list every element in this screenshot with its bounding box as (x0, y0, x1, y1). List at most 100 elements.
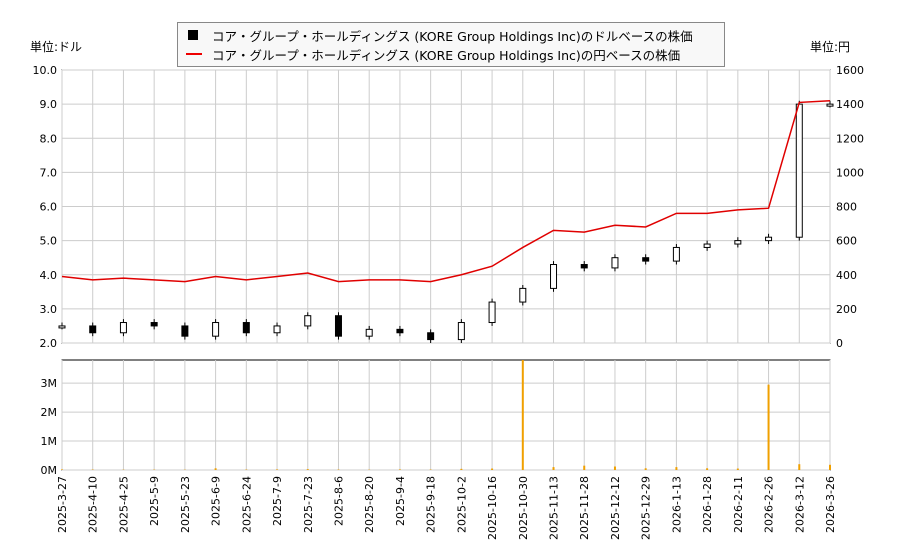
legend: コア・グループ・ホールディングス (KORE Group Holdings In… (177, 22, 725, 67)
volume-bar (767, 384, 770, 470)
volume-tick-label: 3M (41, 377, 58, 390)
jpy-tick-label: 0 (836, 337, 843, 350)
x-tick-label: 2026-2-26 (763, 476, 776, 533)
legend-swatch-usd (188, 30, 198, 40)
x-tick-label: 2025-6-24 (240, 476, 253, 533)
usd-tick-label: 6.0 (40, 201, 58, 214)
x-tick-label: 2026-3-12 (793, 476, 806, 533)
candle-body (427, 332, 435, 341)
volume-tick-label: 1M (41, 435, 58, 448)
candle-body (795, 103, 803, 238)
candle-body (273, 325, 281, 334)
volume-bar (276, 469, 279, 470)
volume-tick-label: 0M (41, 464, 58, 477)
x-tick-label: 2025-10-2 (455, 476, 468, 533)
usd-tick-label: 7.0 (40, 166, 58, 179)
candle-body (488, 301, 496, 324)
candle-body (58, 325, 66, 329)
candle-body (396, 328, 404, 334)
jpy-tick-label: 1400 (836, 98, 864, 111)
candle-body (550, 264, 558, 289)
x-tick-label: 2025-7-9 (271, 476, 284, 526)
volume-bar (706, 468, 709, 470)
volume-bar (829, 464, 831, 470)
volume-bar (398, 469, 401, 470)
volume-tick-label: 2M (41, 406, 58, 419)
candle-body (826, 103, 834, 107)
jpy-tick-label: 1000 (836, 166, 864, 179)
usd-tick-label: 9.0 (40, 98, 58, 111)
right-axis-unit: 単位:円 (810, 40, 851, 54)
volume-bar (736, 468, 739, 470)
volume-bar (552, 467, 555, 470)
usd-tick-label: 2.0 (40, 337, 58, 350)
x-tick-label: 2025-4-25 (117, 476, 130, 533)
candle-body (611, 257, 619, 269)
candle-body (150, 322, 158, 327)
legend-label-usd: コア・グループ・ホールディングス (KORE Group Holdings In… (212, 28, 693, 44)
x-tick-label: 2025-8-20 (363, 476, 376, 533)
volume-bar (644, 468, 647, 470)
candle-body (672, 246, 680, 262)
x-tick-label: 2026-3-26 (824, 476, 837, 533)
candle-body (304, 315, 312, 327)
legend-item-jpy: コア・グループ・ホールディングス (KORE Group Holdings In… (186, 45, 680, 63)
usd-tick-label: 10.0 (33, 64, 58, 77)
usd-tick-label: 4.0 (40, 269, 58, 282)
legend-swatch-jpy (186, 53, 202, 55)
candle-body (89, 325, 97, 334)
volume-bar (491, 468, 494, 470)
jpy-tick-label: 600 (836, 235, 857, 248)
x-tick-label: 2025-6-9 (210, 476, 223, 526)
usd-tick-label: 3.0 (40, 303, 58, 316)
volume-bar (214, 468, 217, 470)
volume-bar (798, 464, 801, 470)
candle-body (212, 322, 220, 337)
x-tick-label: 2025-11-13 (548, 476, 561, 540)
x-tick-label: 2025-12-12 (609, 476, 622, 540)
x-tick-label: 2025-5-23 (179, 476, 192, 533)
candle-body (765, 236, 773, 242)
volume-bar (306, 469, 309, 470)
candle-body (457, 322, 465, 341)
x-tick-label: 2025-3-27 (56, 476, 69, 533)
legend-item-usd: コア・グループ・ホールディングス (KORE Group Holdings In… (186, 26, 693, 44)
x-tick-label: 2025-11-28 (578, 476, 591, 540)
x-tick-label: 2026-1-28 (701, 476, 714, 533)
jpy-tick-label: 800 (836, 201, 857, 214)
candle-body (580, 264, 588, 269)
jpy-tick-label: 1200 (836, 132, 864, 145)
candle-body (519, 287, 527, 303)
volume-bar (675, 467, 678, 470)
x-tick-label: 2025-12-29 (640, 476, 653, 540)
volume-bar (613, 466, 616, 470)
volume-plot-area (61, 359, 831, 471)
x-tick-label: 2025-7-23 (302, 476, 315, 533)
x-tick-label: 2025-5-9 (148, 476, 161, 526)
candle-body (642, 257, 650, 262)
candle-body (703, 243, 711, 248)
x-tick-label: 2025-10-16 (486, 476, 499, 540)
jpy-tick-label: 1600 (836, 64, 864, 77)
x-tick-label: 2025-9-4 (394, 476, 407, 526)
volume-bar (61, 469, 63, 470)
candle-body (734, 240, 742, 245)
x-tick-label: 2025-9-18 (425, 476, 438, 533)
usd-tick-label: 5.0 (40, 235, 58, 248)
usd-tick-label: 8.0 (40, 132, 58, 145)
volume-bar (521, 360, 524, 470)
candle-body (334, 315, 342, 337)
volume-bar (460, 468, 463, 470)
jpy-tick-label: 400 (836, 269, 857, 282)
jpy-tick-label: 200 (836, 303, 857, 316)
x-tick-label: 2025-10-30 (517, 476, 530, 540)
x-tick-label: 2026-2-11 (732, 476, 745, 533)
volume-bar (583, 465, 586, 470)
legend-label-jpy: コア・グループ・ホールディングス (KORE Group Holdings In… (212, 47, 681, 63)
candle-body (181, 325, 189, 337)
jpy-price-line (61, 99, 831, 283)
x-tick-label: 2025-4-10 (87, 476, 100, 533)
left-axis-unit: 単位:ドル (30, 40, 83, 54)
